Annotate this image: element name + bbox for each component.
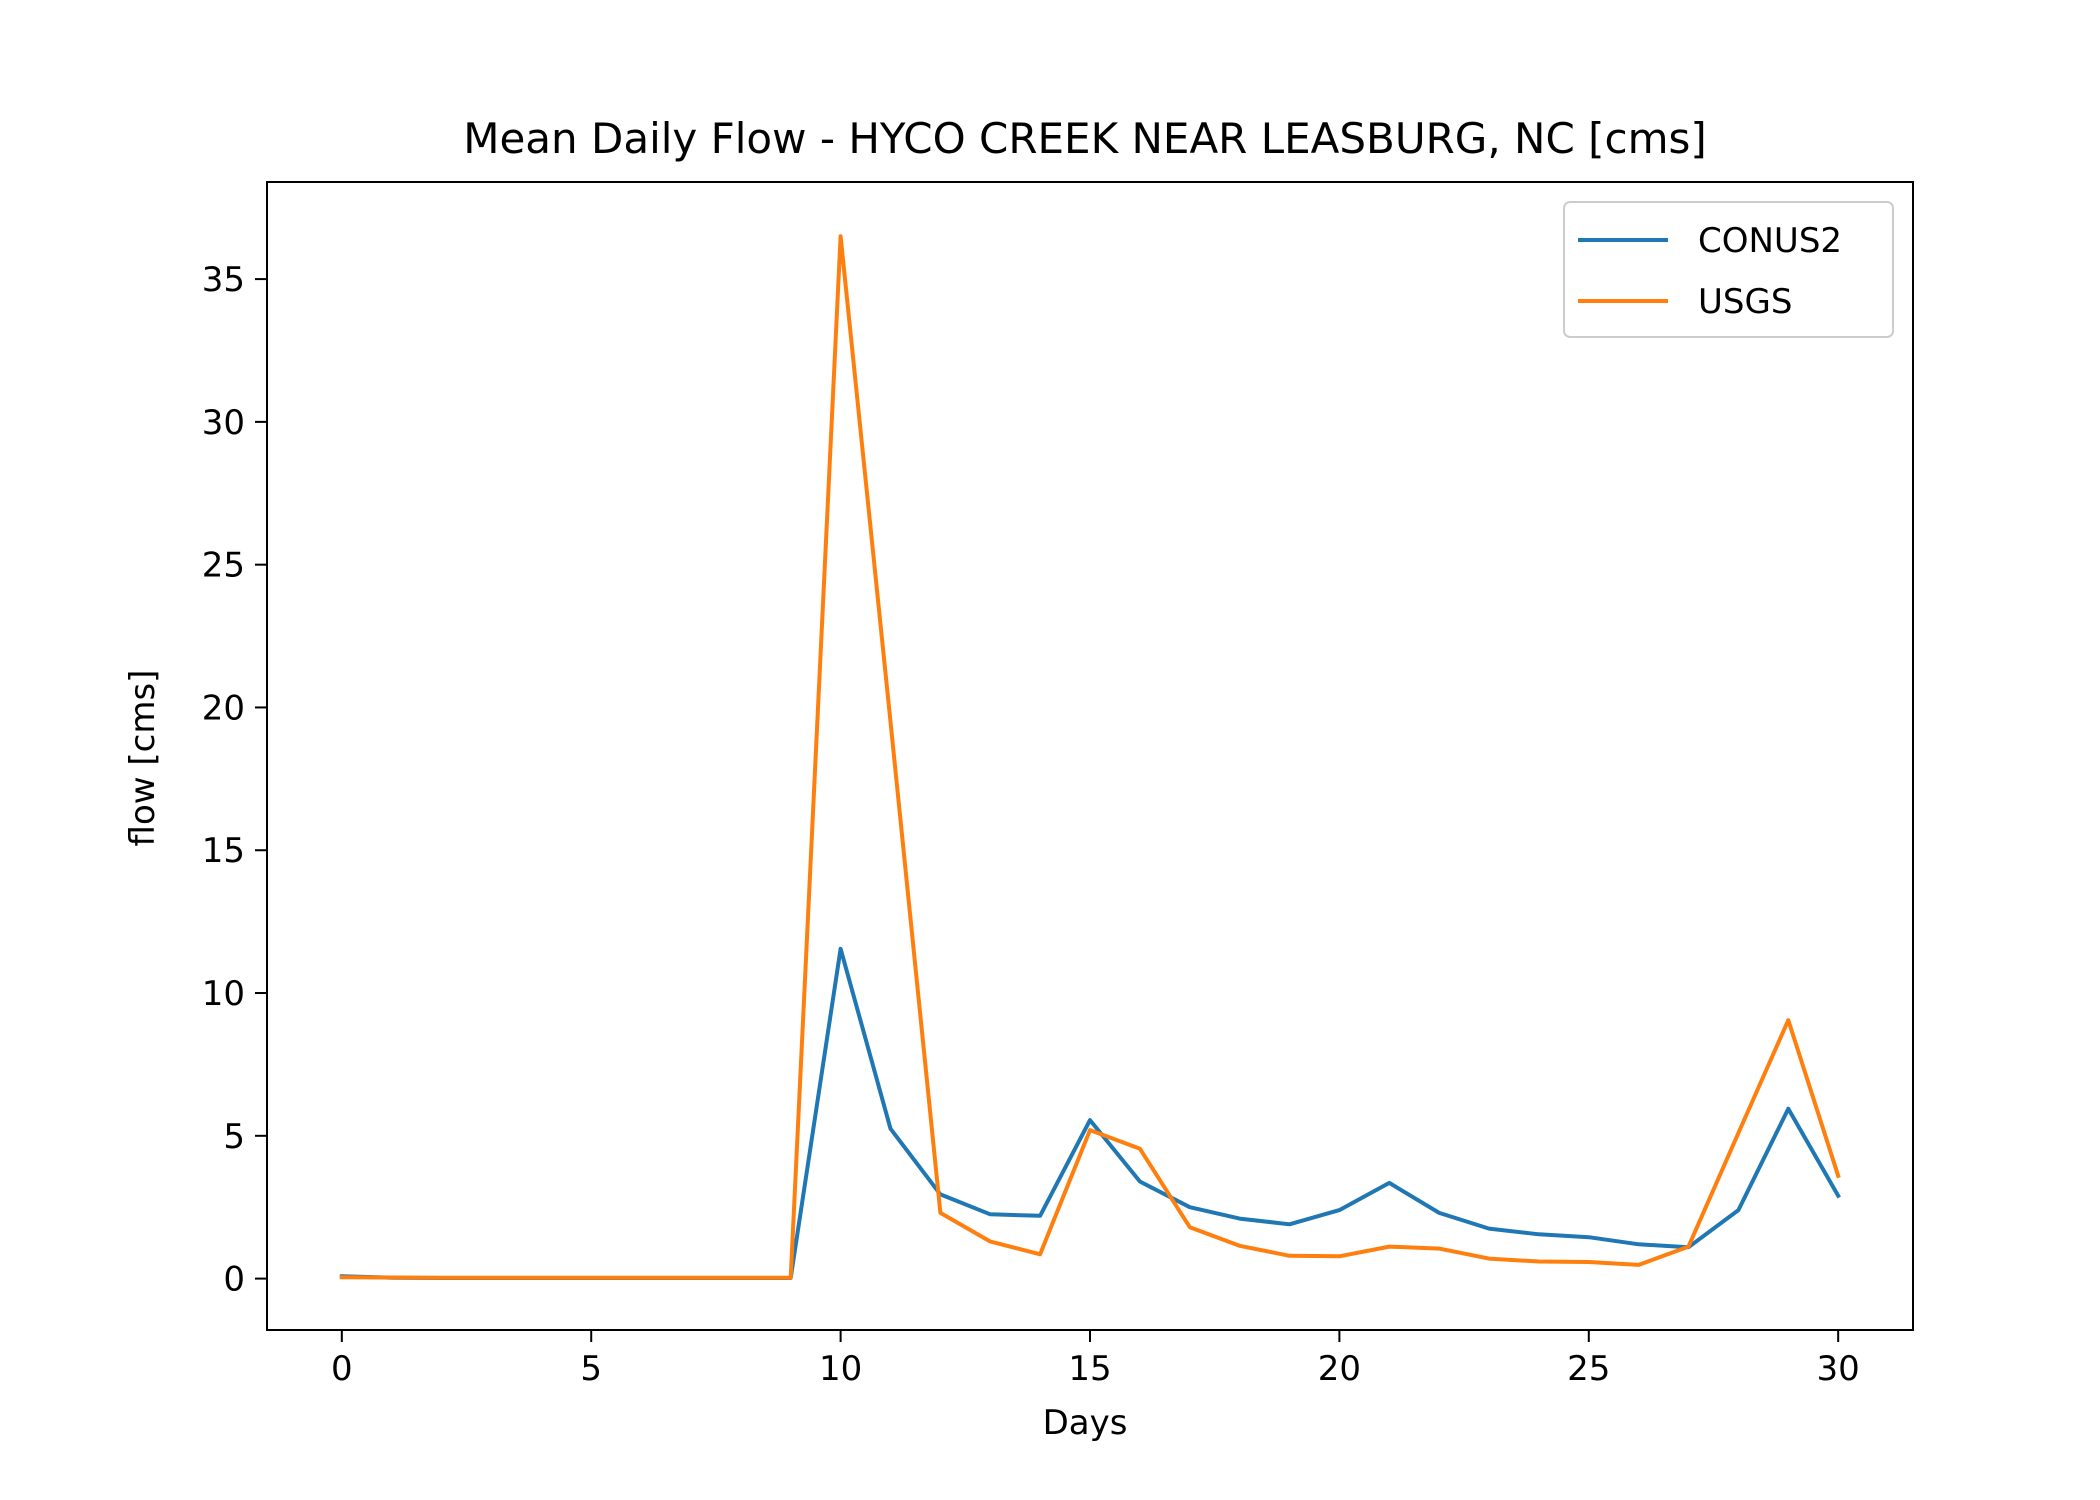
y-tick-label: 30 — [202, 403, 245, 443]
x-tick-label: 20 — [1318, 1349, 1361, 1389]
chart-title: Mean Daily Flow - HYCO CREEK NEAR LEASBU… — [463, 114, 1707, 163]
x-tick-label: 0 — [331, 1349, 353, 1389]
y-tick-label: 25 — [202, 546, 245, 586]
y-tick-label: 10 — [202, 974, 245, 1014]
x-tick-label: 5 — [580, 1349, 602, 1389]
legend: CONUS2 USGS — [1564, 202, 1893, 337]
legend-label-usgs: USGS — [1698, 282, 1792, 322]
legend-label-conus2: CONUS2 — [1698, 221, 1842, 261]
x-tick-label: 30 — [1817, 1349, 1860, 1389]
y-tick-label: 0 — [223, 1260, 245, 1300]
y-axis-label: flow [cms] — [123, 670, 163, 847]
x-tick-label: 25 — [1567, 1349, 1610, 1389]
y-tick-label: 20 — [202, 688, 245, 728]
y-tick-label: 35 — [202, 260, 245, 300]
x-axis-label: Days — [1043, 1403, 1128, 1443]
y-tick-label: 15 — [202, 831, 245, 871]
x-tick-label: 10 — [819, 1349, 862, 1389]
x-tick-label: 15 — [1068, 1349, 1111, 1389]
y-tick-label: 5 — [223, 1117, 245, 1157]
